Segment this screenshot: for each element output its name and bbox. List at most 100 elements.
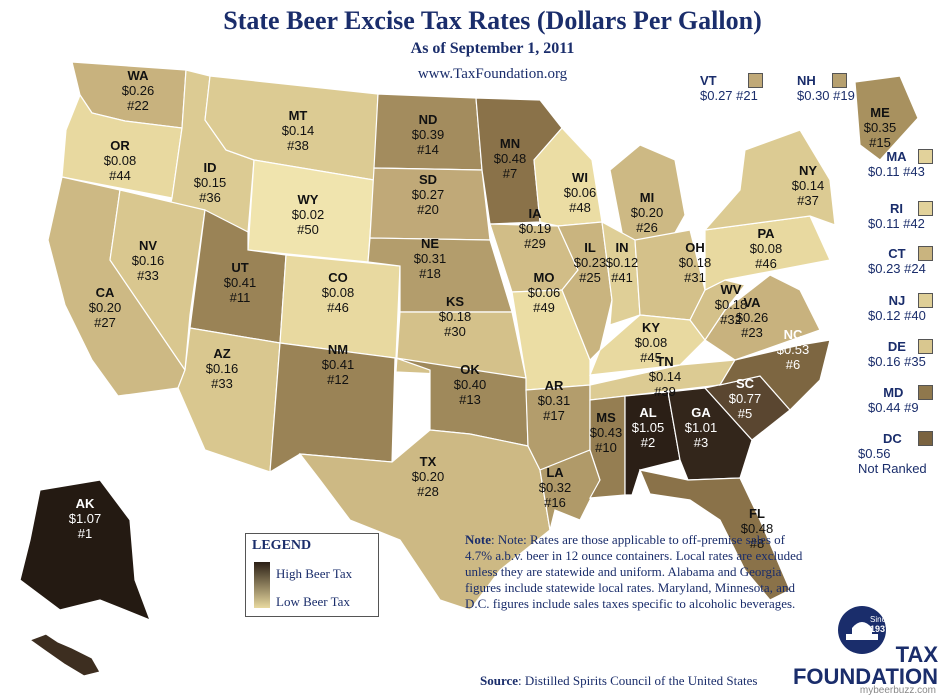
state-rate: $1.07	[68, 511, 102, 526]
state-rank: #36	[199, 190, 221, 205]
state-label-tx: TX $0.20 #28	[412, 454, 445, 499]
state-rate: $0.19	[518, 221, 552, 236]
state-abbr: NJ	[888, 293, 906, 308]
state-abbr: AK	[75, 496, 95, 511]
state-abbr: VT	[700, 73, 717, 88]
state-rate-rank: $0.23 #24	[868, 261, 926, 276]
side-label-nj: NJ $0.12 #40	[868, 293, 926, 323]
state-rate: $0.40	[453, 377, 487, 392]
swatch-nh	[832, 73, 847, 88]
legend-low-label: Low Beer Tax	[276, 594, 350, 609]
state-label-nd: ND $0.39 #14	[412, 112, 445, 157]
state-rank: #8	[749, 536, 765, 551]
state-rate: $0.08	[749, 241, 783, 256]
legend: LEGEND High Beer Tax Low Beer Tax	[245, 533, 379, 617]
map-subtitle: As of September 1, 2011	[410, 40, 575, 57]
state-abbr: MI	[639, 190, 655, 205]
state-rank: #30	[444, 324, 466, 339]
logo-since: Since	[870, 615, 891, 624]
state-abbr: IN	[615, 240, 629, 255]
state-rank: #10	[595, 440, 617, 455]
state-abbr: MO	[533, 270, 555, 285]
state-rank: #1	[77, 526, 93, 541]
state-label-co: CO $0.08 #46	[322, 270, 355, 315]
website-link[interactable]: www.TaxFoundation.org	[417, 66, 568, 82]
source-label: Source	[480, 673, 519, 688]
swatch-nj	[918, 293, 933, 308]
state-label-tn: TN $0.14 #39	[649, 354, 682, 399]
state-shape-me	[854, 75, 919, 161]
state-rank: #39	[654, 384, 676, 399]
state-rate-rank: $0.11 #42	[868, 216, 925, 231]
state-abbr: IL	[584, 240, 596, 255]
legend-high-label: High Beer Tax	[276, 566, 353, 581]
state-rank: #23	[741, 325, 763, 340]
state-rank: #18	[419, 266, 441, 281]
state-shape-ny	[703, 129, 836, 231]
state-rank: #38	[287, 138, 309, 153]
state-rank: #50	[297, 222, 319, 237]
state-rate: $0.26	[735, 310, 769, 325]
state-abbr: ID	[203, 160, 217, 175]
state-rate: $0.08	[321, 285, 355, 300]
state-rate-rank: $0.30 #19	[797, 88, 855, 103]
state-rate: $0.32	[538, 480, 572, 495]
state-shape-hi	[28, 633, 101, 677]
state-rate: $0.39	[411, 127, 445, 142]
capitol-icon	[846, 622, 878, 640]
state-rank: #45	[640, 350, 662, 365]
state-rate: $0.08	[634, 335, 668, 350]
state-label-wy: WY $0.02 #50	[292, 192, 325, 237]
state-label-la: LA $0.32 #16	[539, 465, 572, 510]
state-rate: $0.18	[714, 297, 748, 312]
state-rank: #25	[579, 270, 601, 285]
state-rank: #11	[229, 290, 251, 305]
state-label-ne: NE $0.31 #18	[414, 236, 447, 281]
legend-title: LEGEND	[252, 538, 312, 553]
state-label-ok: OK $0.40 #13	[454, 362, 487, 407]
state-label-me: ME $0.35 #15	[864, 105, 897, 150]
state-rate: $0.12	[605, 255, 639, 270]
state-shape-nv	[109, 189, 206, 372]
state-label-mi: MI $0.20 #26	[631, 190, 664, 235]
state-abbr: NC	[783, 327, 803, 342]
state-abbr: RI	[889, 201, 903, 216]
state-rate: $1.01	[684, 420, 718, 435]
state-rank: #22	[127, 98, 149, 113]
state-rank: #15	[869, 135, 891, 150]
state-rate: $0.20	[411, 469, 445, 484]
source-body: : Distilled Spirits Council of the Unite…	[518, 673, 758, 688]
state-rate: $0.27	[411, 187, 445, 202]
side-label-nh: NH $0.30 #19	[797, 73, 855, 103]
state-shape-tx	[298, 429, 551, 611]
state-abbr: OH	[685, 240, 705, 255]
state-rank: #7	[502, 166, 518, 181]
state-rate: $0.14	[791, 178, 825, 193]
state-abbr: WA	[127, 68, 149, 83]
state-label-sc: SC $0.77 #5	[729, 376, 762, 421]
state-label-pa: PA $0.08 #46	[750, 226, 783, 271]
state-rate: $0.16	[205, 361, 239, 376]
state-rank: #26	[636, 220, 658, 235]
state-rate: $0.35	[863, 120, 897, 135]
state-rate: $0.48	[493, 151, 527, 166]
state-label-sd: SD $0.27 #20	[412, 172, 445, 217]
state-rate: $0.14	[281, 123, 315, 138]
state-abbr: KY	[641, 320, 661, 335]
state-rank: #41	[611, 270, 633, 285]
state-rank: #32	[720, 312, 742, 327]
state-rate: $0.41	[321, 357, 355, 372]
state-rank: #5	[737, 406, 753, 421]
note-text: Note: Note: Rates are those applicable t…	[465, 532, 810, 612]
side-label-ct: CT $0.23 #24	[868, 246, 926, 276]
state-shape-ak	[19, 479, 152, 622]
swatch-ma	[918, 149, 933, 164]
state-abbr: IA	[528, 206, 542, 221]
side-label-vt: VT $0.27 #21	[700, 73, 758, 103]
logo-year: 1937	[870, 624, 890, 634]
state-rate: $0.48	[740, 521, 774, 536]
state-abbr: WI	[572, 170, 588, 185]
side-label-dc: DC $0.56 Not Ranked	[858, 431, 927, 476]
state-label-mo: MO $0.06 #49	[528, 270, 561, 315]
state-label-il: IL $0.23 #25	[574, 240, 607, 285]
